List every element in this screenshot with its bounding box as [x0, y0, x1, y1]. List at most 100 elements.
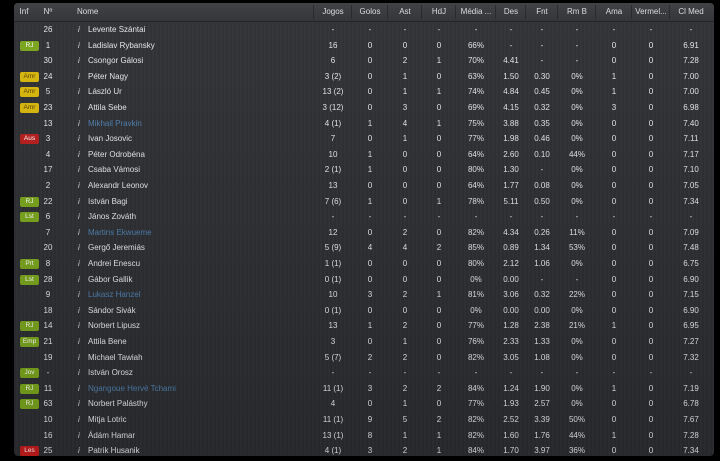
- player-name[interactable]: Ivan Josovic: [88, 134, 133, 144]
- table-row[interactable]: 13 i Mikhail Pravkin 4 (1) 1 4 1 75% 3.88 0.35 0% 0…: [14, 116, 714, 132]
- info-icon[interactable]: i: [78, 165, 80, 175]
- info-icon[interactable]: i: [78, 243, 80, 253]
- player-name[interactable]: Michael Tawiah: [88, 352, 143, 362]
- table-row[interactable]: Lst 28 i Gábor Gallik 0 (1) 0 0 0 0% 0.00 - - 0 0 6.90: [14, 272, 714, 288]
- table-row[interactable]: Amr 24 i Péter Nagy 3 (2) 0 1 0 63% 1.50 0.30 0% 1 0 7…: [14, 69, 714, 85]
- table-row[interactable]: 9 i Lukasz Hanzel 10 3 2 1 81% 3.06 0.32 22% 0 0 7.15: [14, 287, 714, 303]
- table-row[interactable]: 10 i Mitja Lotric 11 (1) 9 5 2 82% 2.52 3.39 50% 0 0…: [14, 412, 714, 428]
- column-header-inf[interactable]: Inf: [19, 7, 29, 16]
- table-row[interactable]: Les 25 i Patrik Husanik 4 (1) 3 2 1 84% 1.70 3.97 3…: [14, 443, 714, 456]
- player-name[interactable]: Csaba Vámosi: [88, 165, 141, 175]
- column-divider[interactable]: [595, 5, 596, 19]
- info-icon[interactable]: i: [78, 290, 80, 300]
- column-divider[interactable]: [421, 5, 422, 19]
- player-name[interactable]: Ladislav Rybansky: [88, 40, 155, 50]
- column-divider[interactable]: [313, 5, 314, 19]
- table-row[interactable]: 19 i Michael Tawiah 5 (7) 2 2 0 82% 3.05 1.08 0% 0 0…: [14, 350, 714, 366]
- table-row[interactable]: 18 i Sándor Sivák 0 (1) 0 0 0 0% 0.00 0.00 0% 0 0 6.9…: [14, 303, 714, 319]
- info-icon[interactable]: i: [78, 383, 80, 393]
- table-row[interactable]: RJ 11 i Ngangoue Hervé Tchami 11 (1) 3 2 2 84% 1.…: [14, 381, 714, 397]
- table-row[interactable]: 7 i Martins Ekwueme 12 0 2 0 82% 4.34 0.26 11% 0 0 7.…: [14, 225, 714, 241]
- info-icon[interactable]: i: [78, 56, 80, 66]
- info-icon[interactable]: i: [78, 415, 80, 424]
- table-row[interactable]: 17 i Csaba Vámosi 2 (1) 1 0 0 80% 1.30 - 0% 0 0 7.10: [14, 162, 714, 178]
- info-icon[interactable]: i: [78, 259, 80, 268]
- player-name[interactable]: Alexandr Leonov: [88, 181, 149, 190]
- player-name[interactable]: Csongor Gálosi: [88, 56, 144, 66]
- player-name[interactable]: Mikhail Pravkin: [88, 118, 142, 128]
- info-icon[interactable]: i: [78, 337, 80, 346]
- player-name[interactable]: Attila Sebe: [88, 103, 127, 112]
- table-row[interactable]: 20 i Gergő Jeremiás 5 (9) 4 4 2 85% 0.89 1.34 53% 0…: [14, 240, 714, 256]
- table-row[interactable]: Amr 5 i László Ur 13 (2) 0 1 1 74% 4.84 0.45 0% 1 0 7.…: [14, 84, 714, 100]
- player-name[interactable]: Gábor Gallik: [88, 274, 133, 284]
- table-row[interactable]: RJ 63 i Norbert Palásthy 4 0 1 0 77% 1.93 2.57 0% 0 0…: [14, 396, 714, 412]
- column-header-media[interactable]: Média ...: [460, 7, 492, 16]
- info-icon[interactable]: i: [78, 25, 80, 34]
- column-header-golos[interactable]: Golos: [359, 7, 381, 16]
- column-divider[interactable]: [495, 5, 496, 19]
- player-name[interactable]: Ádám Hamar: [88, 430, 136, 440]
- info-icon[interactable]: i: [78, 368, 80, 378]
- table-row[interactable]: Emp 21 i Attila Bene 3 0 1 0 76% 2.33 1.33 0% 0 0 7.27: [14, 334, 714, 350]
- info-icon[interactable]: i: [78, 305, 80, 315]
- player-name[interactable]: Ngangoue Hervé Tchami: [88, 383, 176, 393]
- info-icon[interactable]: i: [78, 181, 80, 190]
- info-icon[interactable]: i: [78, 149, 80, 159]
- column-header-jogos[interactable]: Jogos: [322, 7, 344, 16]
- player-name[interactable]: Péter Nagy: [88, 71, 129, 81]
- info-icon[interactable]: i: [78, 71, 80, 81]
- table-row[interactable]: Amr 23 i Attila Sebe 3 (12) 0 3 0 69% 4.15 0.32 0% 3…: [14, 100, 714, 116]
- table-row[interactable]: 4 i Péter Odrobéna 10 1 0 0 64% 2.60 0.10 44% 0 0 7.1…: [14, 147, 714, 163]
- table-row[interactable]: 16 i Ádám Hamar 13 (1) 8 1 1 82% 1.60 1.76 44% 1 0 7.…: [14, 428, 714, 444]
- column-header-vermelhos[interactable]: Vermel...: [635, 7, 667, 16]
- info-icon[interactable]: i: [78, 321, 80, 331]
- player-name[interactable]: Patrik Husanik: [88, 446, 140, 456]
- column-divider[interactable]: [557, 5, 558, 19]
- column-header-no[interactable]: Nº: [43, 7, 53, 16]
- player-name[interactable]: Andrei Enescu: [88, 259, 141, 268]
- player-name[interactable]: Martins Ekwueme: [88, 227, 152, 237]
- player-name[interactable]: István Bagi: [88, 196, 128, 206]
- info-icon[interactable]: i: [78, 40, 80, 50]
- info-icon[interactable]: i: [78, 446, 80, 456]
- player-name[interactable]: Gergő Jeremiás: [88, 243, 145, 253]
- info-icon[interactable]: i: [78, 212, 80, 222]
- player-name[interactable]: Norbert Lipusz: [88, 321, 141, 331]
- player-name[interactable]: János Zováth: [88, 212, 137, 222]
- table-row[interactable]: RJ 1 i Ladislav Rybansky 16 0 0 0 66% - - - 0 0 6.91: [14, 38, 714, 54]
- column-header-ama[interactable]: Ama: [605, 7, 623, 16]
- column-divider[interactable]: [669, 5, 670, 19]
- player-name[interactable]: Péter Odrobéna: [88, 149, 145, 159]
- table-row[interactable]: 2 i Alexandr Leonov 13 0 0 0 64% 1.77 0.08 0% 0 0 7.0…: [14, 178, 714, 194]
- column-header-cl-med[interactable]: Cl Med: [678, 7, 704, 16]
- info-icon[interactable]: i: [78, 196, 80, 206]
- column-divider[interactable]: [455, 5, 456, 19]
- table-row[interactable]: 30 i Csongor Gálosi 6 0 2 1 70% 4.41 - - 0 0 7.28: [14, 53, 714, 69]
- info-icon[interactable]: i: [78, 227, 80, 237]
- info-icon[interactable]: i: [78, 399, 80, 409]
- info-icon[interactable]: i: [78, 134, 80, 144]
- info-icon[interactable]: i: [78, 274, 80, 284]
- column-divider[interactable]: [525, 5, 526, 19]
- info-icon[interactable]: i: [78, 87, 80, 97]
- table-row[interactable]: Jov - i István Orosz - - - - - - - - - - -: [14, 365, 714, 381]
- player-name[interactable]: Mitja Lotric: [88, 415, 127, 424]
- table-row[interactable]: Prt 8 i Andrei Enescu 1 (1) 0 0 0 80% 2.12 1.06 0% 0…: [14, 256, 714, 272]
- table-row[interactable]: Aus 3 i Ivan Josovic 7 0 1 0 77% 1.98 0.46 0% 0 0 7.11: [14, 131, 714, 147]
- table-row[interactable]: Lst 6 i János Zováth - - - - - - - - - - -: [14, 209, 714, 225]
- table-row[interactable]: RJ 14 i Norbert Lipusz 13 1 2 0 77% 1.28 2.38 21% 1 0…: [14, 318, 714, 334]
- info-icon[interactable]: i: [78, 430, 80, 440]
- column-header-ast[interactable]: Ast: [399, 7, 411, 16]
- player-name[interactable]: István Orosz: [88, 368, 133, 378]
- player-name[interactable]: Levente Szántai: [88, 25, 146, 34]
- info-icon[interactable]: i: [78, 118, 80, 128]
- column-header-des[interactable]: Des: [503, 7, 519, 16]
- player-name[interactable]: Norbert Palásthy: [88, 399, 148, 409]
- table-row[interactable]: RJ 22 i István Bagi 7 (6) 1 0 1 78% 5.11 0.50 0% 0 0 7…: [14, 194, 714, 210]
- info-icon[interactable]: i: [78, 352, 80, 362]
- column-header-hdj[interactable]: HdJ: [431, 7, 447, 16]
- player-name[interactable]: Lukasz Hanzel: [88, 290, 141, 300]
- column-divider[interactable]: [351, 5, 352, 19]
- column-header-rmb[interactable]: Rm B: [567, 7, 587, 16]
